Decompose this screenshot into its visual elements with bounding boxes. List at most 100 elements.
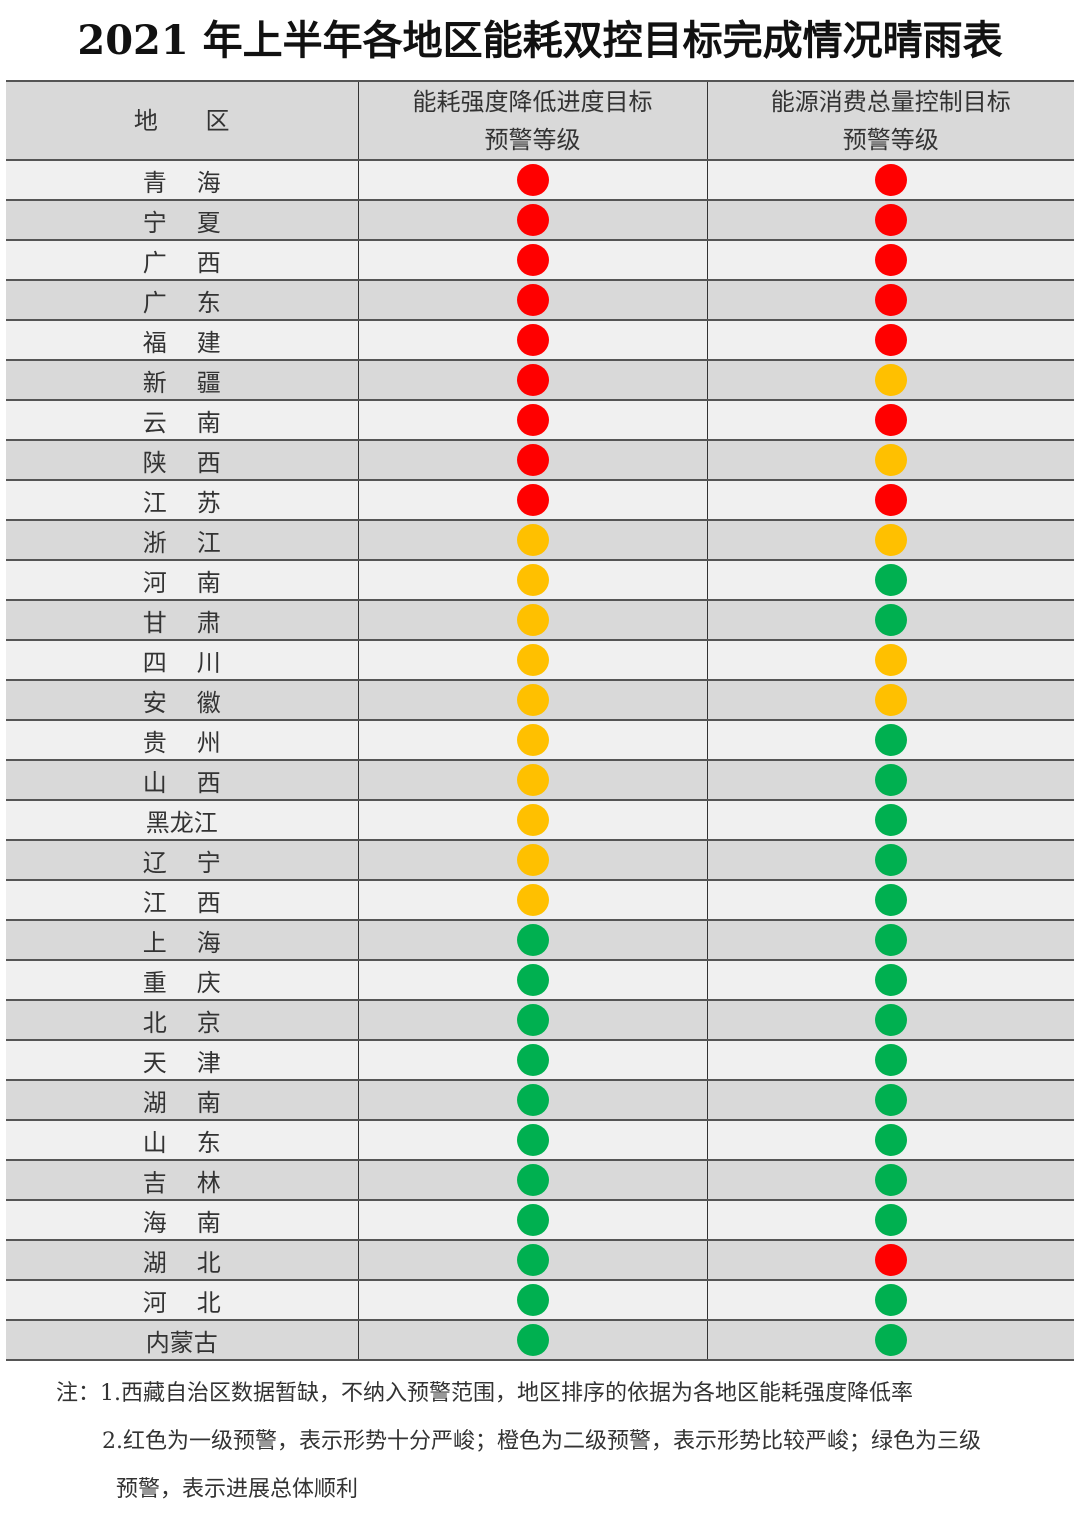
region-name: 黑龙江 [145, 808, 218, 837]
region-cell: 河南 [6, 560, 359, 601]
table-row: 新疆 [6, 360, 1074, 401]
table-row: 四川 [6, 640, 1074, 681]
intensity-warning-dot-green [516, 1164, 549, 1196]
region-cell: 山西 [6, 760, 359, 801]
total-warning-dot-red [874, 284, 907, 316]
total-level-cell [706, 440, 1074, 481]
intensity-warning-dot-red [516, 404, 549, 436]
region-name: 河南 [142, 568, 251, 597]
total-warning-dot-orange [874, 524, 907, 556]
total-warning-dot-green [874, 764, 907, 796]
table-row: 吉林 [6, 1160, 1074, 1201]
total-level-cell [706, 1280, 1074, 1321]
table-row: 内蒙古 [6, 1320, 1074, 1361]
intensity-level-cell [357, 200, 708, 241]
region-cell: 上海 [6, 920, 359, 961]
total-warning-dot-green [874, 1004, 907, 1036]
total-warning-dot-red [874, 204, 907, 236]
intensity-level-cell [357, 1000, 708, 1041]
total-warning-dot-red [874, 484, 907, 516]
total-level-cell [706, 480, 1074, 521]
table-row: 河南 [6, 560, 1074, 601]
table-header-row: 地 区 能耗强度降低进度目标 预警等级 能源消费总量控制目标 预警等级 [6, 81, 1074, 161]
intensity-level-cell [357, 680, 708, 721]
intensity-warning-dot-orange [516, 804, 549, 836]
total-level-cell [706, 1200, 1074, 1241]
total-level-cell [706, 1160, 1074, 1201]
total-warning-dot-green [874, 804, 907, 836]
intensity-level-cell [357, 160, 708, 201]
table-row: 宁夏 [6, 200, 1074, 241]
header-intensity: 能耗强度降低进度目标 预警等级 [357, 81, 708, 161]
total-warning-dot-green [874, 884, 907, 916]
region-name: 广东 [142, 288, 251, 317]
table-row: 上海 [6, 920, 1074, 961]
total-warning-dot-green [874, 604, 907, 636]
region-cell: 贵州 [6, 720, 359, 761]
region-cell: 宁夏 [6, 200, 359, 241]
region-name: 湖南 [142, 1088, 251, 1117]
intensity-level-cell [357, 840, 708, 881]
intensity-warning-dot-orange [516, 844, 549, 876]
region-name: 贵州 [142, 728, 251, 757]
intensity-level-cell [357, 960, 708, 1001]
region-cell: 江西 [6, 880, 359, 921]
region-cell: 浙江 [6, 520, 359, 561]
total-level-cell [706, 200, 1074, 241]
intensity-level-cell [357, 640, 708, 681]
intensity-warning-dot-red [516, 284, 549, 316]
table-row: 辽宁 [6, 840, 1074, 881]
header-region: 地 区 [6, 81, 359, 161]
region-name: 山西 [142, 768, 251, 797]
table-row: 广东 [6, 280, 1074, 321]
region-name: 吉林 [142, 1168, 251, 1197]
intensity-warning-dot-red [516, 324, 549, 356]
intensity-level-cell [357, 280, 708, 321]
total-warning-dot-green [874, 1164, 907, 1196]
table-row: 重庆 [6, 960, 1074, 1001]
header-total: 能源消费总量控制目标 预警等级 [706, 81, 1074, 161]
region-cell: 广西 [6, 240, 359, 281]
region-cell: 新疆 [6, 360, 359, 401]
intensity-level-cell [357, 1080, 708, 1121]
total-level-cell [706, 920, 1074, 961]
region-name: 辽宁 [142, 848, 251, 877]
intensity-warning-dot-orange [516, 884, 549, 916]
note-1: 注：1.西藏自治区数据暂缺，不纳入预警范围，地区排序的依据为各地区能耗强度降低率 [56, 1381, 913, 1406]
region-cell: 北京 [6, 1000, 359, 1041]
intensity-warning-dot-green [516, 1324, 549, 1356]
table-row: 海南 [6, 1200, 1074, 1241]
intensity-warning-dot-red [516, 444, 549, 476]
region-name: 福建 [142, 328, 251, 357]
table-row: 黑龙江 [6, 800, 1074, 841]
region-name: 上海 [142, 928, 251, 957]
table-body: 青海 宁夏 广西 广东 福建 新疆 云南 陕西 江苏 浙江 河南 甘肃 四川 安徽 贵州 山西 黑龙江 辽宁 江西上… [6, 160, 1074, 1361]
table-row: 北京 [6, 1000, 1074, 1041]
intensity-warning-dot-orange [516, 764, 549, 796]
intensity-warning-dot-green [516, 1004, 549, 1036]
region-cell: 甘肃 [6, 600, 359, 641]
region-cell: 广东 [6, 280, 359, 321]
region-cell: 海南 [6, 1200, 359, 1241]
intensity-level-cell [357, 1120, 708, 1161]
region-name: 江西 [142, 888, 251, 917]
intensity-warning-dot-orange [516, 724, 549, 756]
intensity-level-cell [357, 520, 708, 561]
total-level-cell [706, 960, 1074, 1001]
intensity-warning-dot-green [516, 1284, 549, 1316]
region-name: 新疆 [142, 368, 251, 397]
intensity-level-cell [357, 720, 708, 761]
intensity-warning-dot-green [516, 1124, 549, 1156]
region-cell: 内蒙古 [6, 1320, 359, 1361]
header-intensity-line2: 预警等级 [484, 125, 581, 154]
region-cell: 重庆 [6, 960, 359, 1001]
region-name: 海南 [142, 1208, 251, 1237]
intensity-level-cell [357, 800, 708, 841]
total-warning-dot-red [874, 324, 907, 356]
total-level-cell [706, 720, 1074, 761]
region-name: 安徽 [142, 688, 251, 717]
region-name: 宁夏 [142, 208, 251, 237]
region-name: 河北 [142, 1288, 251, 1317]
region-cell: 黑龙江 [6, 800, 359, 841]
total-warning-dot-orange [874, 444, 907, 476]
